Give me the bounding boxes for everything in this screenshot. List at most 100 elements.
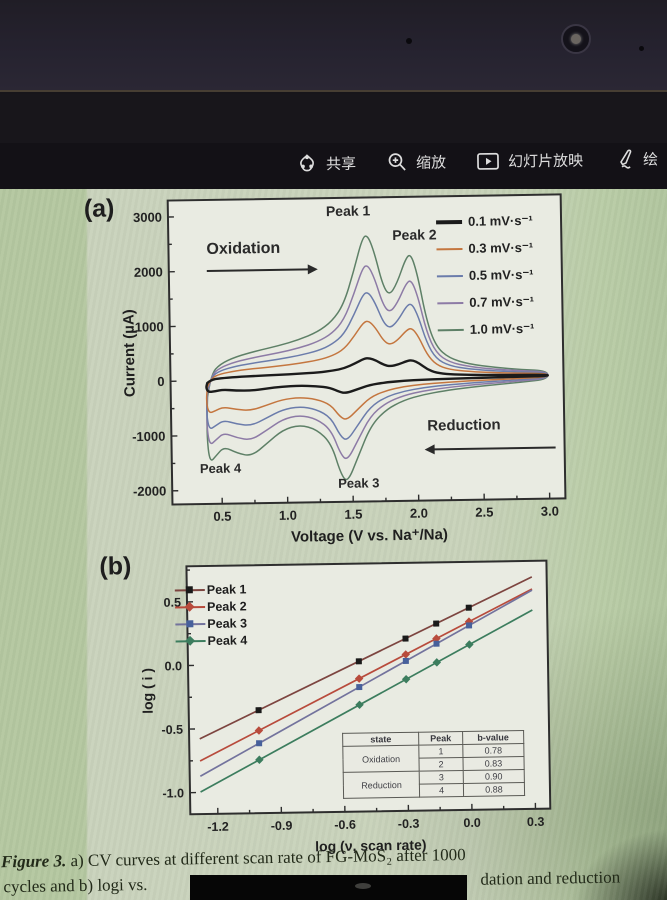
slideshow-icon xyxy=(476,150,500,172)
screen-dark-margin xyxy=(0,94,667,143)
data-marker xyxy=(433,620,440,627)
share-label: 共享 xyxy=(325,155,357,173)
legend-label: Peak 3 xyxy=(207,615,248,631)
y-tick-label: -1000 xyxy=(132,429,165,445)
chart-a-legend: 0.1 mV·s⁻¹ 0.3 mV·s⁻¹ 0.5 mV·s⁻¹ 0.7 mV·… xyxy=(436,207,535,344)
draw-label: 绘 xyxy=(642,150,659,169)
data-marker xyxy=(432,634,441,643)
data-marker xyxy=(254,726,264,735)
smudge-mark xyxy=(355,883,371,889)
data-marker xyxy=(355,700,364,710)
y-tick-label: -0.5 xyxy=(161,723,183,737)
zoom-button[interactable]: 缩放 xyxy=(386,150,446,173)
data-marker xyxy=(255,755,264,765)
legend-marker-icon xyxy=(184,601,195,612)
legend-line-swatch xyxy=(436,219,463,224)
legend-entry: 0.7 mV·s⁻¹ xyxy=(437,288,534,317)
panel-a-label: (a) xyxy=(83,194,115,223)
presentation-toolbar: 共享 缩放 幻灯片放映 xyxy=(0,143,667,189)
cell-state: Oxidation xyxy=(342,745,420,773)
axis-ticks xyxy=(167,216,551,504)
microphone-dot xyxy=(406,38,412,44)
data-marker xyxy=(256,740,263,747)
legend-marker-icon xyxy=(185,635,196,646)
zoom-label: 缩放 xyxy=(415,153,447,172)
legend-entry: Peak 2 xyxy=(175,597,247,615)
webcam-lens-icon xyxy=(571,34,581,44)
caption-line-2-right: dation and reduction xyxy=(480,867,621,889)
toolbar-items: 共享 缩放 幻灯片放映 xyxy=(296,147,658,174)
y-tick-label: 0 xyxy=(157,374,164,389)
cell-bvalue: 0.90 xyxy=(463,769,525,784)
legend-entry: Peak 1 xyxy=(174,580,247,598)
y-axis-label: Current (µA) xyxy=(120,309,138,397)
panel-b-label: (b) xyxy=(99,552,132,581)
chart-b-legend: Peak 1 Peak 2 Peak 3 Peak 4 xyxy=(174,580,248,649)
data-marker xyxy=(354,674,364,683)
annotation-peak-4: Peak 4 xyxy=(199,460,242,477)
legend-label: Peak 2 xyxy=(206,598,247,614)
data-marker xyxy=(401,650,411,659)
cell-peak: 1 xyxy=(419,744,463,759)
x-tick-label: -0.9 xyxy=(271,819,293,833)
cell-state: Reduction xyxy=(343,771,420,799)
plot-frame xyxy=(166,193,567,506)
b-value-inset-table: state Peak b-value Oxidation 1 0.78 2 0.… xyxy=(342,730,526,799)
legend-line-swatch xyxy=(436,274,463,277)
pen-icon xyxy=(613,148,635,170)
annotation-reduction: Reduction xyxy=(427,416,501,435)
legend-label: 0.3 mV·s⁻¹ xyxy=(468,239,534,256)
axis-ticks xyxy=(186,569,537,814)
x-tick-label: -1.2 xyxy=(207,820,229,834)
caption-line-2-left: cycles and b) logi vs. xyxy=(3,874,148,897)
caption-line-1-text: a) CV curves at different scan rate of F… xyxy=(66,844,466,871)
data-marker xyxy=(466,622,473,629)
legend-line-swatch xyxy=(437,301,464,304)
y-tick-label: 1000 xyxy=(135,319,164,334)
cell-peak: 3 xyxy=(419,770,464,785)
legend-label: Peak 1 xyxy=(206,581,247,597)
annotation-peak-3: Peak 3 xyxy=(338,475,380,491)
zoom-icon xyxy=(386,151,408,173)
share-button[interactable]: 共享 xyxy=(296,152,356,175)
legend-label: Peak 4 xyxy=(207,632,248,648)
y-axis-label: log ( i ) xyxy=(139,668,156,714)
cv-curve xyxy=(205,357,549,394)
cv-curve xyxy=(206,292,549,440)
legend-label: 1.0 mV·s⁻¹ xyxy=(469,320,535,337)
y-tick-label: -2000 xyxy=(133,483,166,499)
slideshow-button[interactable]: 幻灯片放映 xyxy=(476,149,583,172)
webcam xyxy=(561,24,591,54)
data-marker xyxy=(433,640,440,647)
legend-line-swatch xyxy=(437,328,464,331)
data-marker xyxy=(356,684,363,691)
table-header-bvalue: b-value xyxy=(462,730,524,745)
data-marker xyxy=(355,658,362,665)
fit-line xyxy=(199,588,533,762)
slideshow-label: 幻灯片放映 xyxy=(507,152,584,171)
draw-button[interactable]: 绘 xyxy=(613,147,658,170)
cv-curve xyxy=(205,320,549,420)
cell-peak: 2 xyxy=(419,757,464,772)
legend-line-swatch xyxy=(436,247,463,250)
x-tick-label: 1.5 xyxy=(344,507,362,522)
data-marker xyxy=(432,658,442,667)
data-marker xyxy=(402,657,409,664)
y-tick-label: 3000 xyxy=(133,210,162,225)
table-header-peak: Peak xyxy=(418,731,463,746)
chart-b-log-log: -1.2 -0.9 -0.6 -0.3 0.0 0.3 0.5 0.0 -0.5 -1.0 log … xyxy=(136,553,571,862)
cell-bvalue: 0.78 xyxy=(462,743,524,758)
legend-marker-icon xyxy=(185,586,193,594)
black-overlay-bar xyxy=(190,875,467,900)
share-icon xyxy=(296,152,318,174)
caption-figure-label: Figure 3. xyxy=(0,851,67,872)
data-marker xyxy=(401,674,411,684)
y-tick-label: 0.0 xyxy=(165,659,183,673)
y-tick-label: 2000 xyxy=(134,264,163,279)
data-marker xyxy=(465,604,472,611)
data-marker xyxy=(465,640,474,649)
fit-line xyxy=(199,589,533,777)
legend-marker-icon xyxy=(186,620,194,628)
laptop-top-bezel xyxy=(0,0,667,92)
